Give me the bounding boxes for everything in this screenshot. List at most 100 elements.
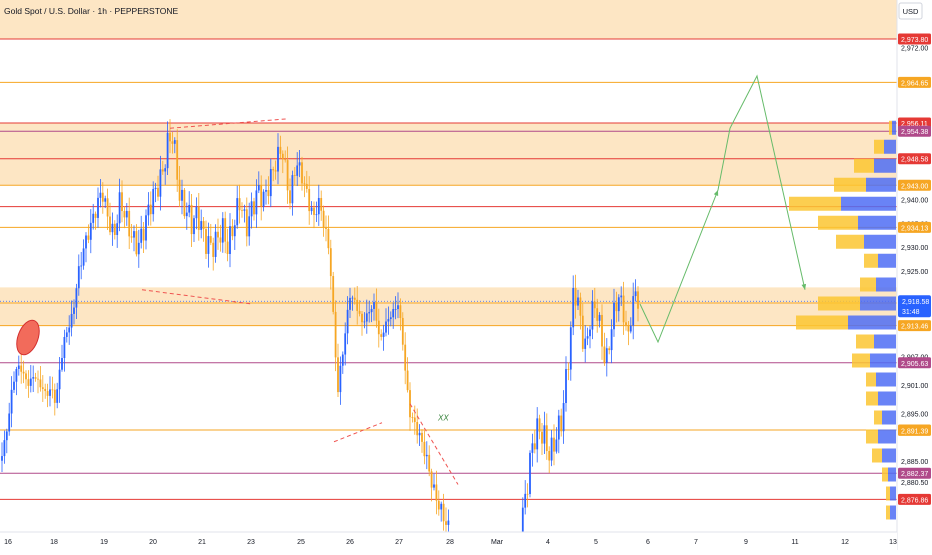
forecast-arrowhead <box>801 283 807 290</box>
candle-body <box>627 325 630 332</box>
candle-body <box>32 377 35 379</box>
candle-body <box>404 344 407 371</box>
time-axis[interactable]: 16 18 19 20 21 23 25 26 27 28 Mar 4 5 6 7 9 11 12 13 <box>0 531 897 550</box>
candle-body <box>301 162 303 184</box>
x-tick-label: 9 <box>744 539 748 546</box>
candle-body <box>193 218 195 235</box>
candle-body <box>15 369 18 382</box>
candle-body <box>212 242 215 257</box>
candle-body <box>181 189 183 201</box>
candle-body <box>337 357 339 393</box>
candle-body <box>637 291 639 309</box>
volume-profile-down-bar <box>852 353 870 368</box>
price-label-badge <box>898 493 931 505</box>
candle-body <box>521 507 524 543</box>
candle-body <box>589 329 591 337</box>
x-tick-label: 20 <box>149 539 157 546</box>
candle-body <box>125 210 128 218</box>
price-scale[interactable]: USD 2,972.002,940.002,935.002,930.002,92… <box>896 0 932 550</box>
currency-button[interactable] <box>898 2 923 20</box>
volume-profile-up-bar <box>882 410 896 425</box>
candle-body <box>128 210 131 237</box>
volume-profile-up-bar <box>848 315 896 330</box>
x-tick-label: 19 <box>100 539 108 546</box>
candle-body <box>269 169 272 197</box>
candle-body <box>13 381 15 390</box>
candle-body <box>550 437 553 461</box>
candle-body <box>63 336 66 358</box>
candle-body <box>20 365 23 372</box>
candle-body <box>409 390 411 418</box>
candle-body <box>207 236 210 254</box>
candle-body <box>363 321 366 323</box>
candle-body <box>622 295 625 323</box>
candle-body <box>243 209 246 211</box>
candle-body <box>579 297 582 316</box>
candle-body <box>221 218 224 243</box>
volume-profile-down-bar <box>818 215 858 230</box>
price-label-text: 2,954.38 <box>901 129 928 136</box>
candle-body <box>286 160 289 191</box>
candle-body <box>291 175 294 204</box>
candle-body <box>430 471 433 488</box>
current-price-countdown: 31:48 <box>902 309 920 316</box>
price-label-badge <box>898 357 931 369</box>
candle-body <box>353 297 356 300</box>
candle-body <box>267 190 270 197</box>
x-tick-label: 26 <box>346 539 354 546</box>
forecast-path <box>639 74 806 344</box>
candle-body <box>133 231 135 238</box>
price-label-text: 2,913.46 <box>901 324 928 331</box>
volume-profile-up-bar <box>882 448 896 463</box>
price-label-text: 2,891.39 <box>901 428 928 435</box>
candle-body <box>44 388 47 392</box>
candle-body <box>202 221 205 230</box>
currency-label: USD <box>903 7 919 16</box>
volume-profile-down-bar <box>889 120 892 135</box>
candle-body <box>389 317 392 320</box>
candle-body <box>51 389 54 391</box>
candle-body <box>159 169 162 197</box>
candle-body <box>229 226 231 254</box>
candle-body <box>5 431 8 441</box>
candle-body <box>248 216 251 237</box>
x-tick-label: 21 <box>198 539 206 546</box>
volume-profile-up-bar <box>876 372 896 387</box>
candle-body <box>49 389 51 396</box>
candle-body <box>10 389 13 414</box>
x-tick-label: 16 <box>4 539 12 546</box>
x-tick-label: 4 <box>546 539 550 546</box>
candle-body <box>149 204 152 215</box>
candle-body <box>413 417 416 423</box>
zones-layer <box>0 0 897 326</box>
candle-body <box>303 183 306 185</box>
candle-body <box>553 437 555 452</box>
candle-body <box>41 387 44 389</box>
candle-body <box>339 365 342 393</box>
price-label-badge <box>898 320 931 332</box>
price-label-text: 2,956.11 <box>901 121 928 128</box>
candle-body <box>205 229 207 254</box>
candle-body <box>166 132 169 169</box>
volume-profile-up-bar <box>864 234 896 249</box>
candle-body <box>382 332 385 337</box>
candle-body <box>219 237 222 243</box>
price-label-badge <box>898 153 931 165</box>
candle-body <box>140 228 143 243</box>
volume-profile-up-bar <box>890 505 896 520</box>
candle-body <box>317 197 320 215</box>
candle-body <box>272 169 275 171</box>
candle-body <box>577 297 579 306</box>
drawings-layer: XX <box>16 74 807 485</box>
candle-body <box>526 493 529 495</box>
candle-body <box>3 440 6 457</box>
volume-profile-up-bar <box>888 467 896 482</box>
volume-profile-down-bar <box>834 177 866 192</box>
candle-body <box>116 223 119 235</box>
x-tick-label: 5 <box>594 539 598 546</box>
candle-body <box>533 443 536 450</box>
candle-body <box>169 132 171 142</box>
y-tick-label: 2,880.50 <box>901 480 928 487</box>
candle-body <box>34 377 37 379</box>
